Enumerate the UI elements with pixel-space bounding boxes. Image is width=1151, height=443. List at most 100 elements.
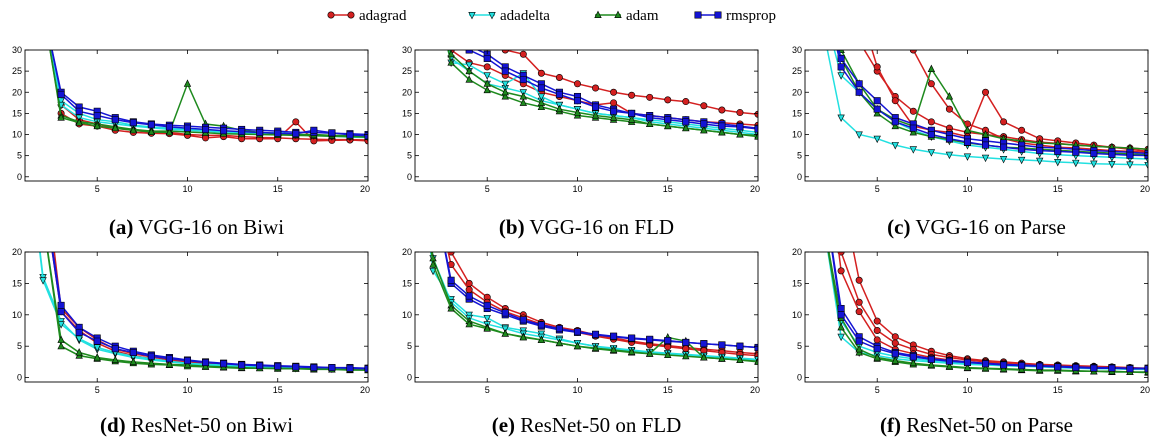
data-point: [1072, 148, 1080, 156]
data-point: [718, 128, 726, 136]
data-point: [909, 358, 918, 367]
series-rmsprop: [836, 50, 1148, 160]
x-tick-label: 20: [750, 184, 760, 194]
legend-label: adagrad: [359, 8, 407, 24]
data-point: [292, 118, 300, 126]
data-point: [591, 111, 600, 119]
data-point: [519, 50, 527, 58]
data-point: [465, 75, 473, 83]
data-point: [147, 127, 156, 135]
axes-frame: [24, 251, 369, 383]
data-point: [447, 276, 455, 284]
data-point: [1108, 150, 1116, 158]
data-point: [891, 118, 899, 126]
data-point: [147, 358, 156, 367]
data-point: [555, 73, 563, 81]
data-point: [1000, 361, 1008, 369]
data-point: [873, 105, 881, 113]
y-tick-label: 10: [402, 130, 412, 140]
data-point: [57, 341, 65, 350]
data-point: [873, 336, 881, 344]
data-point: [40, 5, 46, 11]
data-point: [40, 5, 46, 11]
caption-f: (f) ResNet-50 on Parse: [797, 413, 1151, 438]
data-point: [873, 353, 881, 361]
data-point: [274, 129, 282, 137]
data-point: [628, 109, 636, 117]
data-point: [519, 333, 528, 341]
data-point: [75, 328, 83, 336]
data-point: [927, 360, 936, 369]
data-point: [682, 98, 690, 106]
series-adagrad: [466, 34, 758, 118]
data-point: [682, 123, 690, 132]
legend-item-adagrad: adagrad: [327, 8, 407, 24]
data-point: [981, 154, 990, 163]
data-point: [1035, 157, 1044, 166]
y-tick-label: 0: [17, 172, 22, 182]
data-point: [111, 345, 119, 353]
data-point: [1072, 364, 1080, 372]
data-point: [1018, 362, 1026, 370]
data-point: [820, 186, 826, 192]
data-point: [75, 335, 83, 344]
data-point: [573, 80, 581, 88]
y-tick-label: 15: [792, 108, 802, 118]
data-point: [75, 348, 83, 356]
data-point: [982, 88, 990, 96]
data-point: [256, 128, 264, 136]
data-point: [292, 363, 300, 371]
data-point: [1090, 160, 1098, 169]
data-point: [147, 121, 155, 129]
data-point: [873, 109, 881, 117]
data-point: [646, 335, 654, 343]
data-point: [1017, 156, 1026, 165]
data-point: [837, 333, 845, 342]
y-tick-label: 20: [12, 87, 22, 97]
data-point: [1054, 158, 1062, 167]
data-point: [483, 72, 491, 80]
legend-label: adam: [626, 8, 659, 24]
x-tick-label: 15: [1053, 385, 1063, 395]
y-tick-label: 5: [17, 151, 22, 161]
data-point: [466, 34, 472, 40]
caption-letter: (d): [99, 413, 126, 437]
data-point: [501, 92, 509, 100]
plot-area: [820, 4, 1148, 170]
data-point: [591, 343, 600, 352]
chart-panel-b: 0 5 10 15 20 25 30 5 10 15 20: [402, 45, 760, 194]
x-tick-label: 20: [360, 184, 370, 194]
y-tick-label: 30: [792, 45, 802, 55]
data-point: [718, 122, 726, 130]
y-tick-label: 25: [792, 66, 802, 76]
caption-letter: (b): [498, 215, 525, 239]
y-tick-label: 15: [12, 108, 22, 118]
series-line: [501, 50, 758, 115]
series-rmsprop: [51, 252, 368, 373]
y-tick-label: 0: [797, 172, 802, 182]
series-rmsprop: [465, 50, 758, 133]
data-point: [238, 128, 246, 136]
data-point: [40, 5, 46, 11]
data-point: [820, 4, 826, 10]
data-point: [838, 5, 844, 11]
data-point: [718, 354, 726, 362]
data-point: [1054, 363, 1062, 371]
data-point: [837, 311, 845, 319]
series-adagrad: [838, 5, 1148, 153]
y-tick-label: 15: [12, 278, 22, 288]
data-point: [891, 142, 899, 150]
data-point: [40, 5, 46, 11]
caption-d: (d) ResNet-50 on Biwi: [17, 413, 377, 438]
data-point: [736, 130, 744, 138]
legend-marker: [327, 11, 335, 19]
data-point: [501, 50, 509, 54]
x-tick-label: 20: [1140, 385, 1150, 395]
data-point: [664, 350, 672, 358]
y-tick-label: 5: [407, 341, 412, 351]
data-point: [519, 98, 528, 106]
data-point: [873, 317, 881, 325]
data-point: [664, 121, 672, 130]
series-line: [838, 50, 1148, 155]
data-point: [945, 92, 954, 100]
